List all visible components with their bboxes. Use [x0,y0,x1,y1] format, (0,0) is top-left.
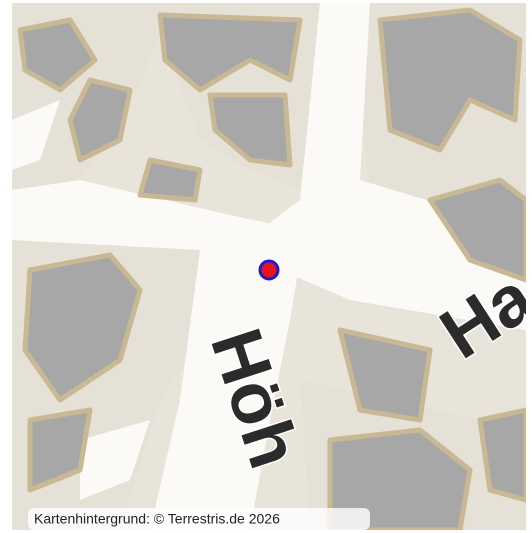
page: Höh Ha Kartenhintergrund: © Terrestris.d… [0,0,532,533]
attribution: Kartenhintergrund: © Terrestris.de 2026 [34,511,280,527]
map-view[interactable]: Höh Ha Kartenhintergrund: © Terrestris.d… [0,0,532,533]
building [140,160,200,200]
location-marker[interactable] [260,261,278,279]
